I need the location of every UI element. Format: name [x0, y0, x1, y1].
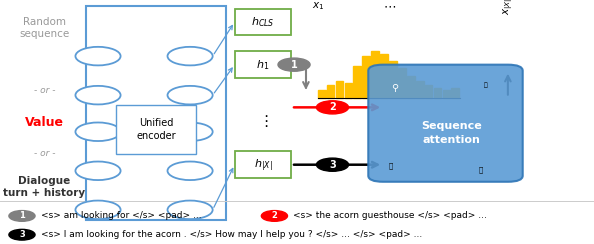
- Text: 🖹: 🖹: [478, 166, 482, 173]
- Text: ⚲: ⚲: [391, 83, 398, 93]
- Bar: [362, 56, 370, 98]
- FancyBboxPatch shape: [116, 105, 196, 154]
- Text: $\cdots$: $\cdots$: [383, 0, 396, 13]
- Text: Random
sequence: Random sequence: [20, 17, 69, 40]
- Circle shape: [75, 122, 121, 141]
- Circle shape: [261, 211, 287, 221]
- Bar: [416, 81, 424, 98]
- Text: <s> the acorn guesthouse </s> <pad> ...: <s> the acorn guesthouse </s> <pad> ...: [293, 212, 487, 220]
- Circle shape: [9, 229, 35, 240]
- Text: 2: 2: [329, 102, 336, 112]
- Bar: [380, 54, 388, 98]
- Text: 🔒: 🔒: [484, 83, 488, 88]
- FancyBboxPatch shape: [235, 9, 291, 35]
- Circle shape: [168, 162, 213, 180]
- Text: 2: 2: [271, 212, 277, 220]
- Circle shape: [278, 58, 310, 71]
- Circle shape: [9, 211, 35, 221]
- Bar: [353, 66, 361, 98]
- Text: $h_{CLS}$: $h_{CLS}$: [251, 15, 274, 29]
- Bar: [451, 88, 459, 98]
- Bar: [443, 90, 450, 98]
- Text: $h_{|X|}$: $h_{|X|}$: [254, 157, 272, 173]
- Circle shape: [75, 201, 121, 219]
- FancyBboxPatch shape: [86, 6, 226, 220]
- Bar: [345, 83, 352, 98]
- Text: 3: 3: [329, 160, 336, 170]
- Circle shape: [317, 101, 349, 114]
- Text: $\vdots$: $\vdots$: [258, 113, 268, 129]
- Text: 3: 3: [19, 230, 25, 239]
- Circle shape: [168, 86, 213, 104]
- Bar: [389, 61, 397, 98]
- Text: - or -: - or -: [34, 149, 55, 158]
- Text: 1: 1: [290, 60, 298, 70]
- Text: $x_{|X|}$: $x_{|X|}$: [501, 0, 515, 15]
- Text: 1: 1: [19, 212, 25, 220]
- Text: Dialogue
turn + history: Dialogue turn + history: [4, 176, 86, 198]
- Text: Value: Value: [25, 115, 64, 129]
- Text: 🗝: 🗝: [389, 163, 393, 169]
- Bar: [336, 81, 343, 98]
- Circle shape: [75, 162, 121, 180]
- Bar: [425, 85, 432, 98]
- FancyBboxPatch shape: [368, 65, 523, 182]
- Bar: [398, 68, 406, 98]
- Circle shape: [168, 201, 213, 219]
- Circle shape: [168, 122, 213, 141]
- Bar: [318, 90, 326, 98]
- Bar: [434, 88, 441, 98]
- FancyBboxPatch shape: [235, 51, 291, 78]
- Text: - or -: - or -: [34, 86, 55, 95]
- Bar: [371, 51, 379, 98]
- Text: <s> am looking for </s> <pad> ...: <s> am looking for </s> <pad> ...: [41, 212, 201, 220]
- Bar: [327, 85, 334, 98]
- Circle shape: [168, 47, 213, 65]
- FancyBboxPatch shape: [235, 151, 291, 178]
- Text: $x_1$: $x_1$: [312, 0, 324, 12]
- Circle shape: [75, 47, 121, 65]
- Text: <s> I am looking for the acorn . </s> How may I help you ? </s> ... </s> <pad> .: <s> I am looking for the acorn . </s> Ho…: [41, 230, 422, 239]
- Bar: [407, 76, 415, 98]
- Text: Unified
encoder: Unified encoder: [136, 118, 176, 141]
- Text: Sequence
attention: Sequence attention: [421, 121, 482, 145]
- Text: $h_1$: $h_1$: [256, 58, 270, 71]
- Circle shape: [75, 86, 121, 104]
- Circle shape: [317, 158, 349, 171]
